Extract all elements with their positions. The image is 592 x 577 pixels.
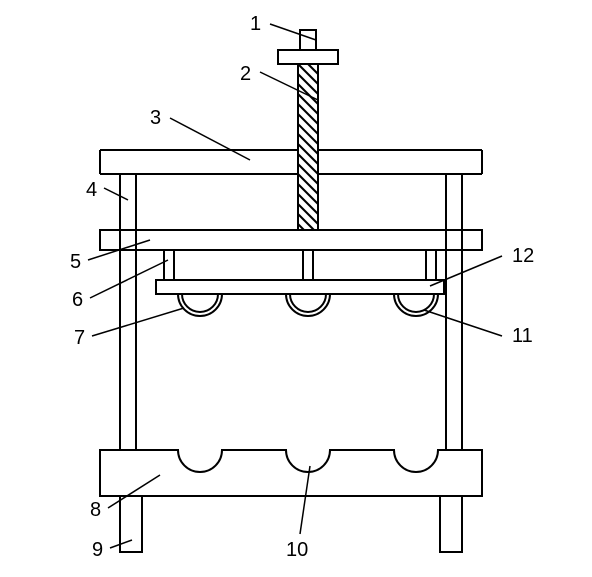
post-right xyxy=(446,174,462,450)
thread-hatch xyxy=(298,64,318,230)
label-8: 8 xyxy=(90,499,101,521)
clamp-bar xyxy=(156,280,444,294)
label-5: 5 xyxy=(70,251,81,273)
label-2: 2 xyxy=(240,63,251,85)
press-plate xyxy=(100,230,482,250)
handle-top-peg xyxy=(300,30,316,50)
label-9: 9 xyxy=(92,539,103,561)
engineering-diagram: 1 2 3 4 5 6 7 8 9 10 11 12 xyxy=(0,0,592,577)
label-11: 11 xyxy=(512,325,533,347)
callout-labels: 1 2 3 4 5 6 7 8 9 10 11 12 xyxy=(70,13,534,561)
leader-lines xyxy=(88,24,502,548)
label-3: 3 xyxy=(150,107,161,129)
handle-disc xyxy=(278,50,338,64)
label-12: 12 xyxy=(512,245,534,267)
label-10: 10 xyxy=(286,539,308,561)
upper-clamp-arcs xyxy=(178,294,438,316)
base-plate xyxy=(100,450,482,496)
label-7: 7 xyxy=(74,327,85,349)
post-left xyxy=(120,174,136,450)
connector-rod-right xyxy=(426,250,436,280)
label-6: 6 xyxy=(72,289,83,311)
label-1: 1 xyxy=(250,13,261,35)
connector-rod-left xyxy=(164,250,174,280)
top-plate xyxy=(100,150,482,174)
leg-right xyxy=(440,496,462,552)
connector-rod-mid xyxy=(303,250,313,280)
label-4: 4 xyxy=(86,179,97,201)
